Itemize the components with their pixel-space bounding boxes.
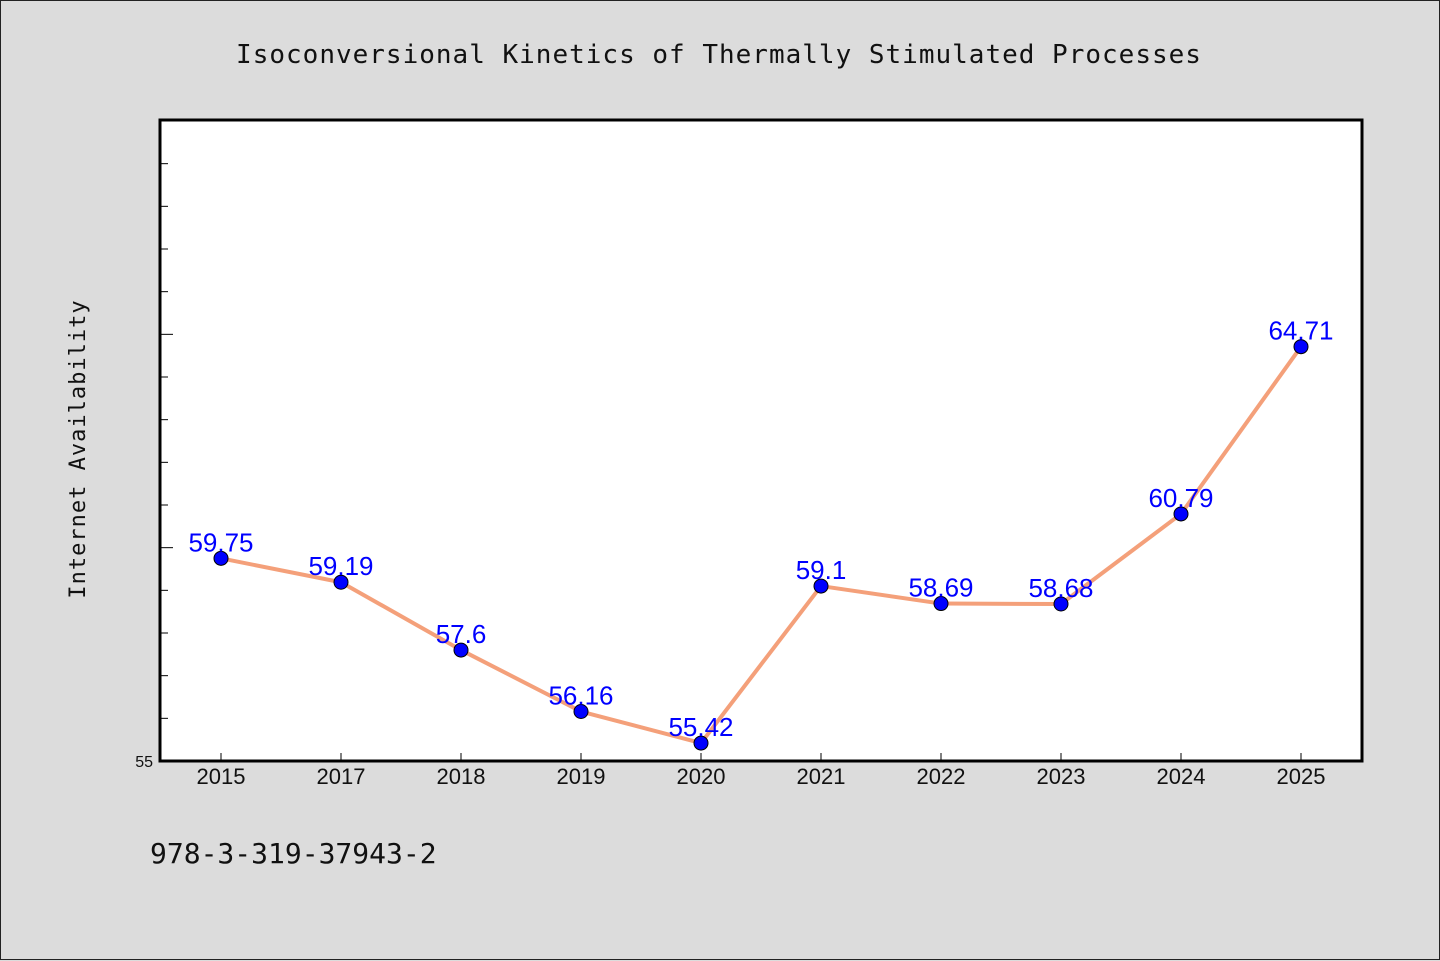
plot-area (158, 118, 1364, 763)
series-line-group (219, 344, 1303, 746)
data-point (933, 596, 949, 612)
data-label: 57.6 (436, 619, 487, 649)
x-tick-label: 2024 (1157, 764, 1206, 789)
x-tick-label: 2015 (197, 764, 246, 789)
data-label: 56.16 (548, 681, 613, 711)
x-tick-label: 2018 (437, 764, 486, 789)
x-axis-ticks: 2015 2017 2018 2019 2020 2021 2022 2023 2024 2025 (197, 753, 1326, 789)
x-tick-label: 2017 (317, 764, 366, 789)
data-point (333, 574, 349, 590)
chart-title: Isoconversional Kinetics of Thermally St… (236, 40, 1202, 70)
y-axis-ticks: 55 (135, 163, 173, 771)
x-tick-label: 2022 (917, 764, 966, 789)
data-label: 59.75 (188, 527, 253, 557)
x-tick-label: 2023 (1037, 764, 1086, 789)
data-label: 60.79 (1148, 483, 1213, 513)
data-point (213, 550, 229, 566)
x-tick-label: 2025 (1277, 764, 1326, 789)
data-point (1053, 596, 1069, 612)
data-point (1293, 339, 1309, 355)
data-point (813, 578, 829, 594)
x-tick-label: 2020 (677, 764, 726, 789)
data-label: 59.1 (796, 555, 847, 585)
y-axis-label: Internet Availability (66, 299, 91, 598)
data-point (693, 735, 709, 751)
data-label: 58.69 (908, 573, 973, 603)
data-labels: 59.75 59.19 57.6 56.16 55.42 59.1 58.69 58.68 60… (188, 316, 1333, 742)
data-label: 59.19 (308, 551, 373, 581)
data-label: 64.71 (1268, 316, 1333, 346)
isbn-footer: 978-3-319-37943-2 (150, 837, 437, 870)
data-label: 55.42 (668, 712, 733, 742)
y-tick-label: 55 (135, 754, 153, 771)
series-line (219, 344, 1303, 746)
x-tick-label: 2019 (557, 764, 606, 789)
data-point (1173, 506, 1189, 522)
data-point (573, 704, 589, 720)
data-label: 58.68 (1028, 573, 1093, 603)
x-tick-label: 2021 (797, 764, 846, 789)
data-point (453, 642, 469, 658)
series-markers (213, 339, 1309, 751)
